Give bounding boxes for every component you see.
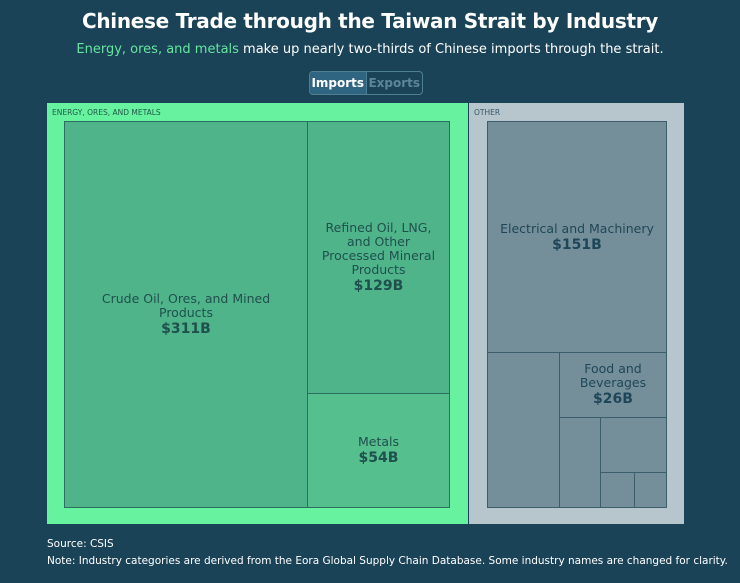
chart-subtitle: Energy, ores, and metals make up nearly … (0, 42, 740, 57)
cell-food-beverages[interactable]: Food and Beverages $26B (559, 352, 667, 418)
exports-tab[interactable]: Exports (368, 76, 421, 90)
cell-refined-oil[interactable]: Refined Oil, LNG, and Other Processed Mi… (307, 121, 450, 394)
source-text: Source: CSIS (47, 538, 114, 550)
cell-other-1[interactable] (487, 352, 560, 508)
cell-other-4[interactable] (600, 472, 635, 508)
cell-other-2[interactable] (559, 417, 601, 508)
subtitle-text: make up nearly two-thirds of Chinese imp… (238, 42, 664, 57)
imports-tab[interactable]: Imports (310, 72, 367, 94)
cell-electrical-machinery[interactable]: Electrical and Machinery $151B (487, 121, 667, 353)
note-text: Note: Industry categories are derived fr… (47, 555, 728, 567)
cell-metals[interactable]: Metals $54B (307, 393, 450, 508)
energy-group-label: ENERGY, ORES, AND METALS (52, 108, 161, 117)
cell-other-5[interactable] (634, 472, 667, 508)
cell-other-3[interactable] (600, 417, 667, 473)
chart-title: Chinese Trade through the Taiwan Strait … (81, 9, 659, 33)
other-group-label: OTHER (474, 108, 501, 117)
cell-crude-oil[interactable]: Crude Oil, Ores, and Mined Products $311… (64, 121, 308, 508)
imports-exports-toggle: Imports Exports (309, 71, 423, 95)
subtitle-highlight: Energy, ores, and metals (76, 42, 239, 57)
